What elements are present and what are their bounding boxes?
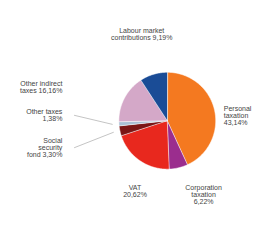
svg-text:VAT20,62%: VAT20,62% <box>123 184 147 198</box>
svg-text:Corporationtaxation6,22%: Corporationtaxation6,22% <box>185 184 222 205</box>
svg-text:Other indirecttaxes 16,16%: Other indirecttaxes 16,16% <box>20 80 62 94</box>
svg-text:Socialsecurityfond 3,30%: Socialsecurityfond 3,30% <box>27 137 63 158</box>
svg-text:Labour marketcontributions 9,1: Labour marketcontributions 9,19% <box>111 27 172 41</box>
svg-text:Personaltaxation43,14%: Personaltaxation43,14% <box>224 105 252 126</box>
svg-text:Other taxes1,38%: Other taxes1,38% <box>26 108 63 122</box>
